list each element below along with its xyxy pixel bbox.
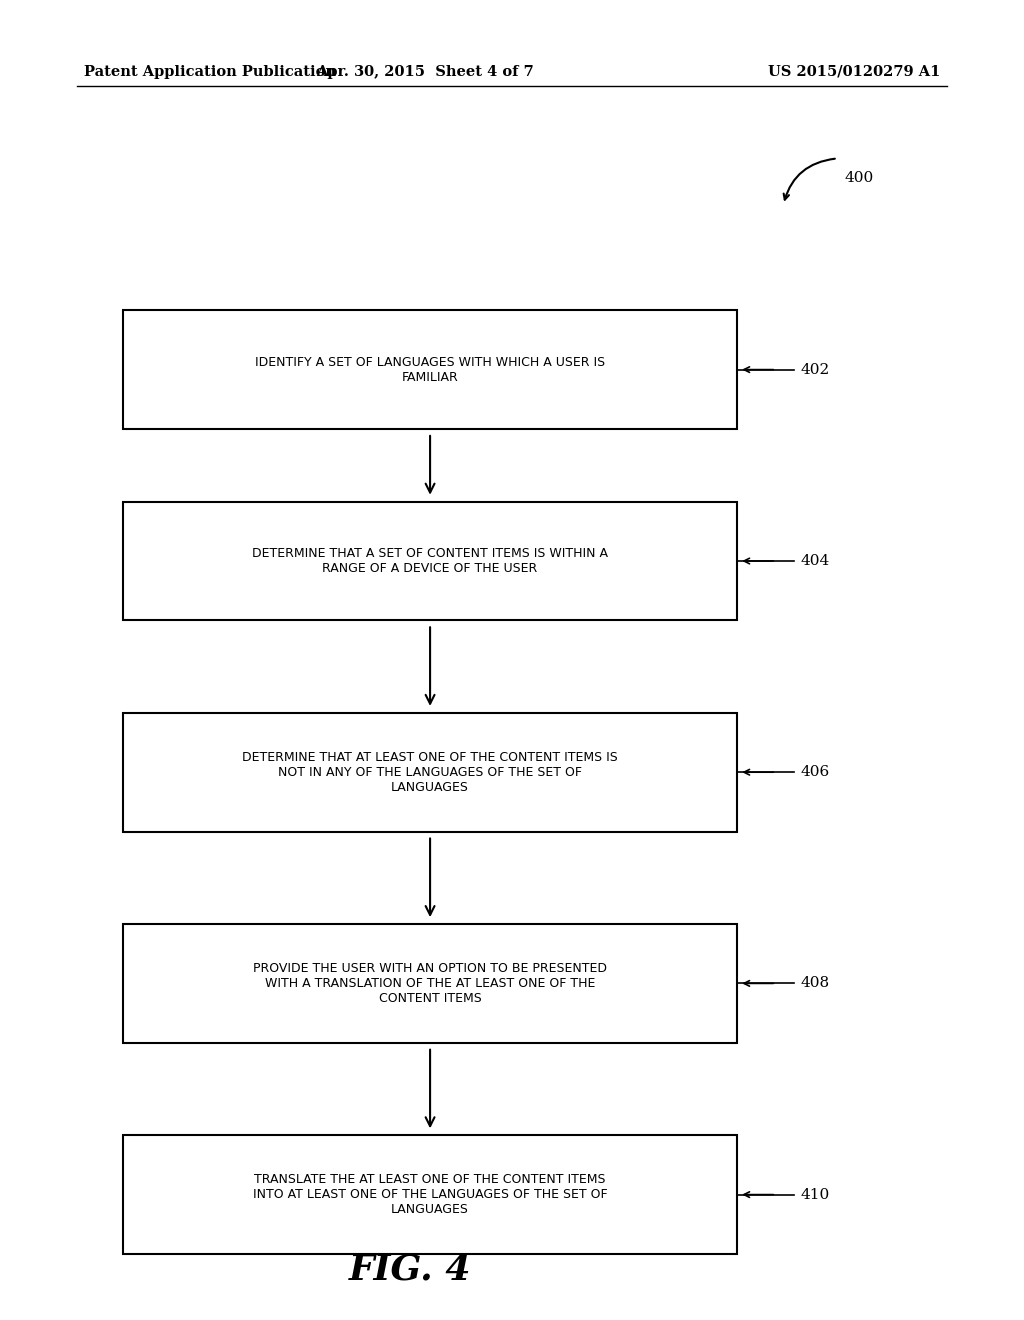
Bar: [123, 1135, 737, 1254]
Text: 402: 402: [801, 363, 830, 376]
Text: 400: 400: [845, 172, 874, 185]
Text: 404: 404: [801, 554, 830, 568]
Text: US 2015/0120279 A1: US 2015/0120279 A1: [768, 65, 940, 79]
Text: Apr. 30, 2015  Sheet 4 of 7: Apr. 30, 2015 Sheet 4 of 7: [316, 65, 534, 79]
Text: FIG. 4: FIG. 4: [348, 1253, 471, 1287]
Bar: [123, 713, 737, 832]
Text: DETERMINE THAT A SET OF CONTENT ITEMS IS WITHIN A
RANGE OF A DEVICE OF THE USER: DETERMINE THAT A SET OF CONTENT ITEMS IS…: [252, 546, 608, 576]
Bar: [123, 924, 737, 1043]
Text: PROVIDE THE USER WITH AN OPTION TO BE PRESENTED
WITH A TRANSLATION OF THE AT LEA: PROVIDE THE USER WITH AN OPTION TO BE PR…: [253, 962, 607, 1005]
Text: 410: 410: [801, 1188, 830, 1201]
Text: 406: 406: [801, 766, 830, 779]
Text: Patent Application Publication: Patent Application Publication: [84, 65, 336, 79]
Bar: [123, 502, 737, 620]
Text: TRANSLATE THE AT LEAST ONE OF THE CONTENT ITEMS
INTO AT LEAST ONE OF THE LANGUAG: TRANSLATE THE AT LEAST ONE OF THE CONTEN…: [253, 1173, 607, 1216]
Bar: [123, 310, 737, 429]
Text: 408: 408: [801, 977, 829, 990]
Text: IDENTIFY A SET OF LANGUAGES WITH WHICH A USER IS
FAMILIAR: IDENTIFY A SET OF LANGUAGES WITH WHICH A…: [255, 355, 605, 384]
Text: DETERMINE THAT AT LEAST ONE OF THE CONTENT ITEMS IS
NOT IN ANY OF THE LANGUAGES : DETERMINE THAT AT LEAST ONE OF THE CONTE…: [243, 751, 617, 793]
